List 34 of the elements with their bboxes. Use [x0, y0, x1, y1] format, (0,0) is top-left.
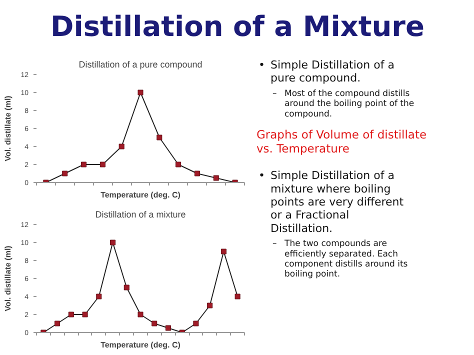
point: [138, 312, 144, 318]
point: [138, 90, 144, 96]
text: – The two compounds are efficiently separated. Each component distills around its boiling point.: [272, 239, 408, 280]
point: [234, 294, 240, 300]
point: [193, 320, 199, 326]
point: [152, 320, 158, 326]
text: • Simple Distillation of a pure compound.: [258, 58, 394, 85]
point: [165, 325, 171, 331]
text: – Most of the compound distills around the boiling point of the compound.: [272, 88, 414, 120]
point: [68, 312, 74, 318]
point: [54, 320, 60, 326]
point: [220, 248, 226, 254]
point: [176, 162, 182, 168]
x-axis-title: Temperature (deg. C): [100, 340, 181, 350]
chart-title: Distillation of a pure compound: [78, 60, 202, 70]
text: Graphs of Volume of distillate vs. Temperature: [256, 128, 427, 156]
point: [207, 302, 213, 308]
point: [124, 284, 130, 290]
point: [82, 312, 88, 318]
point: [213, 175, 219, 181]
point: [62, 170, 68, 176]
point: [118, 144, 124, 150]
x-axis-title: Temperature (deg. C): [100, 190, 181, 200]
point: [96, 294, 102, 300]
chart-title: Distillation of a mixture: [95, 210, 186, 220]
text: • Simple Distillation of a mixture where boiling points are very different or a Fractional Distillation.: [258, 169, 404, 235]
text: Distillation of a Mixture: [50, 10, 424, 43]
point: [110, 240, 116, 246]
point: [100, 162, 106, 168]
point: [194, 170, 200, 176]
point: [81, 162, 87, 168]
y-axis-title: Vol. distillate (ml): [4, 245, 13, 312]
y-axis-title: Vol. distillate (ml): [4, 95, 13, 162]
point: [156, 134, 162, 140]
